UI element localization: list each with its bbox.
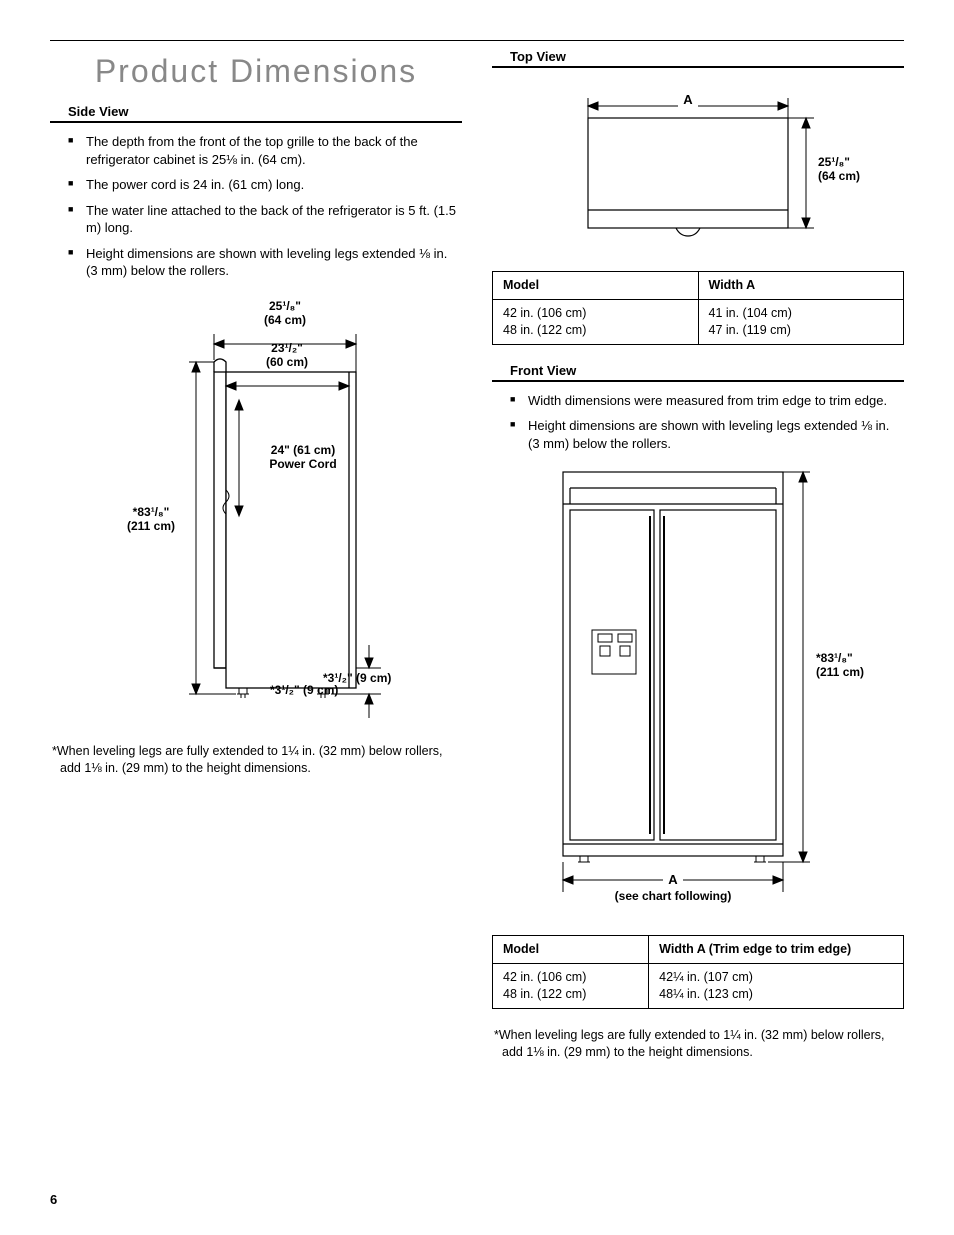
left-column: Product Dimensions Side View The depth f… <box>50 49 462 1061</box>
cell: 42 in. (106 cm) <box>503 970 586 984</box>
side-view-heading: Side View <box>50 104 462 123</box>
dim-label: 24" (61 cm) <box>271 443 335 457</box>
dim-label: (64 cm) <box>264 313 306 327</box>
dim-label: *83¹/₈" <box>816 651 853 665</box>
top-view-heading: Top View <box>492 49 904 68</box>
top-view-diagram: A A 25¹/₈" (64 cm) <box>492 78 904 261</box>
right-column: Top View A A <box>492 49 904 1061</box>
dim-label: *83¹/₈" <box>133 505 170 519</box>
toe-kick-label: *3¹/₂" (9 cm) <box>270 683 338 697</box>
width-a-label-2: A <box>683 92 693 107</box>
dim-label: 25¹/₈" <box>269 299 301 313</box>
width-a-label: A <box>668 872 678 887</box>
cell: 42¼ in. (107 cm) <box>659 970 753 984</box>
page-number: 6 <box>50 1192 57 1207</box>
list-item: The depth from the front of the top gril… <box>68 133 462 168</box>
list-item: Height dimensions are shown with levelin… <box>510 417 904 452</box>
dim-label: (211 cm) <box>816 665 864 679</box>
dim-label: Power Cord <box>269 457 336 471</box>
top-view-table: Model Width A 42 in. (106 cm) 48 in. (12… <box>492 271 904 345</box>
cell: 42 in. (106 cm) <box>503 306 586 320</box>
front-view-bullets: Width dimensions were measured from trim… <box>492 392 904 453</box>
table-row: 42 in. (106 cm) 48 in. (122 cm) 41 in. (… <box>493 299 904 344</box>
table-header: Model <box>493 936 649 964</box>
table-header: Width A <box>698 272 904 300</box>
side-view-bullets: The depth from the front of the top gril… <box>50 133 462 280</box>
list-item: Width dimensions were measured from trim… <box>510 392 904 410</box>
side-view-diagram: 25¹/₈" (64 cm) 23¹/₂" (60 cm) <box>50 290 462 733</box>
cell: 48 in. (122 cm) <box>503 323 586 337</box>
dim-label: (64 cm) <box>818 169 860 183</box>
table-header: Model <box>493 272 699 300</box>
two-column-layout: Product Dimensions Side View The depth f… <box>50 49 904 1061</box>
dim-label: 23¹/₂" <box>271 341 303 355</box>
table-header: Width A (Trim edge to trim edge) <box>649 936 904 964</box>
page-top-rule <box>50 40 904 41</box>
front-view-footnote: *When leveling legs are fully extended t… <box>494 1027 904 1061</box>
dim-label: (60 cm) <box>266 355 308 369</box>
cell: 48 in. (122 cm) <box>503 987 586 1001</box>
dim-label: 25¹/₈" <box>818 155 850 169</box>
page-title: Product Dimensions <box>50 53 462 90</box>
side-view-footnote: *When leveling legs are fully extended t… <box>52 743 462 777</box>
front-view-table: Model Width A (Trim edge to trim edge) 4… <box>492 935 904 1009</box>
cell: 47 in. (119 cm) <box>709 323 791 337</box>
list-item: The water line attached to the back of t… <box>68 202 462 237</box>
list-item: The power cord is 24 in. (61 cm) long. <box>68 176 462 194</box>
list-item: Height dimensions are shown with levelin… <box>68 245 462 280</box>
dim-label: (211 cm) <box>127 519 175 533</box>
cell: 41 in. (104 cm) <box>709 306 792 320</box>
cell: 48¼ in. (123 cm) <box>659 987 753 1001</box>
width-sub-label: (see chart following) <box>615 889 732 903</box>
table-row: 42 in. (106 cm) 48 in. (122 cm) 42¼ in. … <box>493 964 904 1009</box>
front-view-heading: Front View <box>492 363 904 382</box>
front-view-diagram: *83¹/₈" (211 cm) A (see chart following) <box>492 462 904 925</box>
